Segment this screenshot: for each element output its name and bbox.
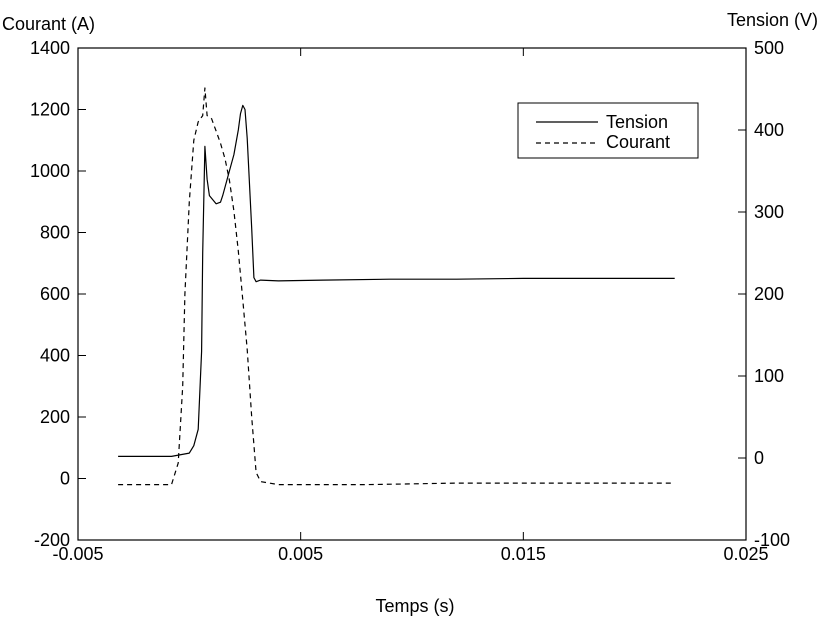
right-axis-title: Tension (V): [727, 10, 818, 30]
series-line-courant: [118, 87, 675, 486]
legend-box: [517, 102, 699, 159]
legend-label-tension: Tension: [606, 112, 668, 132]
left-axis-title: Courant (A): [2, 14, 95, 34]
y-left-tick-label: 600: [40, 284, 70, 304]
y-right-tick-label: 400: [754, 120, 784, 140]
series-line-tension: [118, 104, 675, 457]
y-right-tick-label: -100: [754, 530, 790, 550]
y-left-tick-label: 400: [40, 346, 70, 366]
y-right-tick-label: 500: [754, 38, 784, 58]
x-tick-label: 0.005: [278, 544, 323, 564]
y-left-tick-label: 0: [60, 469, 70, 489]
y-left-tick-label: -200: [34, 530, 70, 550]
y-right-tick-label: 100: [754, 366, 784, 386]
legend: Tension Courant: [517, 102, 699, 159]
legend-label-courant: Courant: [606, 132, 670, 152]
ticks-layer: -0.005 0.005 0.015 0.025 -200 0 200 400 600 800 10…: [30, 38, 790, 564]
series-layer: [118, 87, 675, 486]
y-left-tick-label: 200: [40, 407, 70, 427]
y-left-tick-label: 1000: [30, 161, 70, 181]
x-tick-label: 0.015: [501, 544, 546, 564]
y-right-tick-label: 0: [754, 448, 764, 468]
y-left-tick-label: 800: [40, 223, 70, 243]
y-right-tick-label: 300: [754, 202, 784, 222]
y-left-tick-label: 1400: [30, 38, 70, 58]
x-tick-label: 0.025: [723, 544, 768, 564]
x-axis-title: Temps (s): [375, 596, 454, 616]
y-right-tick-label: 200: [754, 284, 784, 304]
x-tick-label: -0.005: [52, 544, 103, 564]
y-left-tick-label: 1200: [30, 100, 70, 120]
